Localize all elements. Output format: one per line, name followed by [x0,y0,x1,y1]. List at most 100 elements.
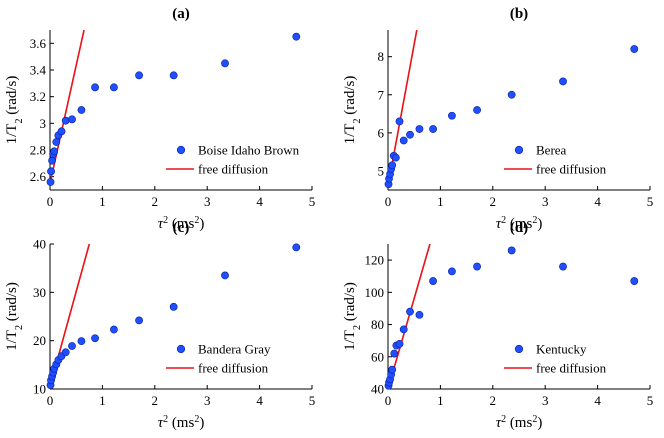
x-tick-label: 1 [437,393,444,408]
legend: Berea free diffusion [504,143,607,177]
x-axis-label: τ2 (ms2) [158,215,205,233]
panel-title: (d) [510,220,528,236]
legend-label-free-diffusion: free diffusion [198,361,269,376]
y-tick-label: 10 [33,382,46,397]
data-point [559,77,567,86]
panel-title: (c) [173,220,190,236]
free-diffusion-line-overlay [388,30,418,187]
y-tick-label: 5 [378,163,385,178]
panel-d: 0 1 2 3 4 5 40 60 80 100 120 (d) τ2 (ms2) 1/T2 (rad/s… [342,220,653,431]
x-tick-label: 3 [542,393,549,408]
y-tick-label: 40 [33,237,46,252]
data-point [68,115,76,124]
data-point [473,106,481,114]
data-points [384,45,639,189]
data-point [395,117,404,126]
data-point [507,246,516,255]
data-point [50,147,59,156]
y-tick-label: 8 [378,49,385,64]
x-tick-label: 4 [256,393,263,408]
y-tick-label: 60 [371,349,384,364]
data-point [110,325,118,334]
y-tick-label: 40 [371,382,384,397]
data-point [559,262,567,271]
data-point [388,161,397,170]
legend-label-free-diffusion: free diffusion [536,361,607,376]
legend: Bandera Gray free diffusion [166,342,271,376]
panel-a: 0 1 2 3 4 5 2.6 2.8 3 3.2 3.4 3.6 (a) τ2 (ms2) 1/T2 (r… [4,6,315,232]
x-tick-label: 3 [204,393,211,408]
data-point [395,339,404,348]
x-tick-label: 0 [47,393,54,408]
data-point [399,325,408,334]
x-tick-label: 2 [152,393,159,408]
legend-marker-points [514,344,524,354]
y-axis-label: 1/T2 (rad/s) [342,76,363,145]
free-diffusion-line-overlay [50,30,85,184]
data-point [77,106,86,114]
free-diffusion-line-overlay [388,244,431,389]
y-tick-label: 3.2 [30,89,46,104]
panel-title: (a) [172,6,190,22]
legend-marker-points [176,145,186,155]
x-tick-label: 3 [204,194,211,209]
y-axis-label: 1/T2 (rad/s) [4,282,25,351]
legend-label-free-diffusion: free diffusion [198,162,269,177]
data-point [77,337,86,346]
data-points [46,32,301,186]
data-point [415,310,424,319]
y-tick-label: 20 [33,333,46,348]
data-point [68,342,76,350]
data-point [448,267,456,276]
data-point [507,90,516,99]
data-point [388,365,397,374]
y-tick-label: 120 [365,253,385,268]
data-point [169,302,178,311]
legend: Boise Idaho Brown free diffusion [166,143,300,177]
data-point [52,138,61,146]
x-tick-label: 4 [594,393,601,408]
data-point [292,32,301,41]
data-point [110,83,118,92]
legend-label-sample: Berea [536,143,567,158]
y-tick-label: 6 [378,125,385,140]
data-points [384,246,639,390]
data-points [46,243,301,390]
data-point [630,277,639,285]
data-point [429,277,437,285]
data-point [46,178,55,186]
data-point [221,59,229,68]
plot-area [50,30,85,184]
legend-label-sample: Kentucky [536,342,587,357]
plot-area [388,244,431,389]
x-tick-label: 2 [490,393,497,408]
x-tick-label: 2 [152,194,159,209]
x-axis-label: τ2 (ms2) [496,414,543,432]
legend-label-free-diffusion: free diffusion [536,162,607,177]
data-point [406,130,414,139]
data-point [429,125,437,133]
data-point [91,83,99,92]
x-tick-label: 3 [542,194,549,209]
data-point [415,125,424,133]
panel-title: (b) [510,6,528,22]
data-point [91,334,99,343]
x-axis-label: τ2 (ms2) [158,414,205,432]
data-point [169,71,178,80]
legend-marker-points [514,145,524,155]
legend: Kentucky free diffusion [504,342,607,376]
data-point [391,153,400,162]
x-tick-label: 5 [309,194,316,209]
x-tick-label: 1 [99,393,106,408]
y-tick-label: 2.8 [30,143,46,158]
y-tick-label: 3 [40,116,47,131]
y-tick-label: 3.4 [30,63,47,78]
x-tick-label: 1 [437,194,444,209]
y-axis-label: 1/T2 (rad/s) [4,76,25,145]
data-point [406,307,414,316]
legend-label-sample: Bandera Gray [198,342,271,357]
plot-area [388,30,418,187]
data-point [630,45,639,53]
x-tick-label: 4 [594,194,601,209]
data-point [47,167,55,176]
